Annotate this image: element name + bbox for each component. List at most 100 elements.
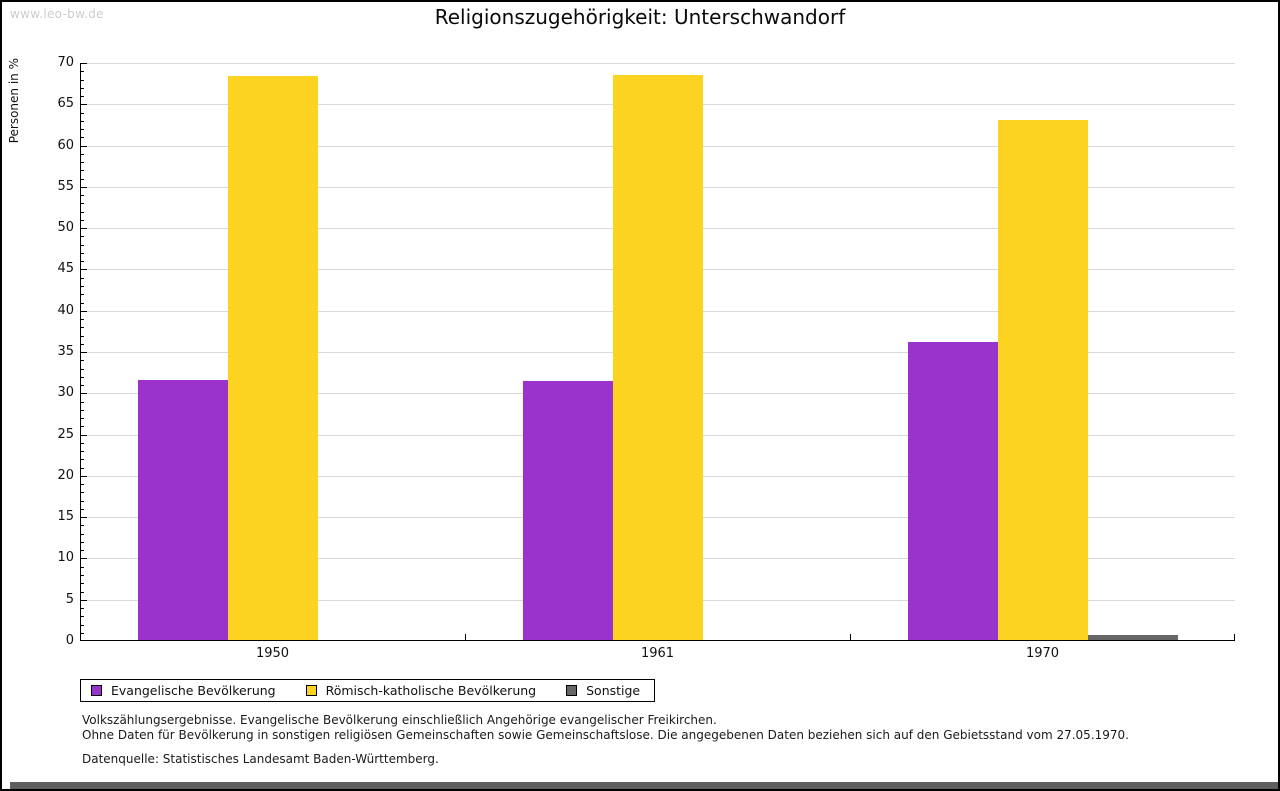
y-tick-35 bbox=[81, 352, 87, 353]
y-tick-50 bbox=[81, 228, 87, 230]
y-tick-32 bbox=[81, 376, 84, 378]
y-tick-13 bbox=[81, 533, 84, 535]
footnote-line-2: Ohne Daten für Bevölkerung in sonstigen … bbox=[82, 727, 1129, 742]
y-tick-55 bbox=[81, 186, 87, 188]
y-tick-70 bbox=[81, 63, 87, 64]
y-tick-16 bbox=[81, 508, 84, 510]
x-tick-1 bbox=[465, 634, 466, 641]
y-tick-26 bbox=[81, 426, 84, 428]
y-tick-label-30: 30 bbox=[57, 385, 74, 401]
y-tick-57 bbox=[81, 170, 84, 172]
chart-title: Religionszugehörigkeit: Unterschwandorf bbox=[434, 5, 846, 29]
y-tick-40 bbox=[81, 310, 87, 312]
y-tick-label-60: 60 bbox=[57, 137, 74, 153]
y-tick-59 bbox=[81, 153, 84, 155]
y-tick-label-45: 45 bbox=[57, 261, 74, 277]
y-axis-line bbox=[80, 63, 81, 641]
y-tick-48 bbox=[81, 244, 84, 246]
x-axis-label-1970: 1970 bbox=[1025, 646, 1060, 661]
bar-1950-0 bbox=[137, 380, 228, 641]
y-tick-25 bbox=[81, 434, 87, 436]
y-tick-12 bbox=[81, 541, 84, 543]
y-tick-65 bbox=[81, 104, 87, 106]
y-tick-44 bbox=[81, 277, 84, 279]
y-tick-34 bbox=[81, 360, 84, 362]
y-tick-21 bbox=[81, 467, 84, 469]
y-tick-label-20: 20 bbox=[57, 467, 74, 483]
y-tick-30 bbox=[81, 393, 87, 395]
y-tick-56 bbox=[81, 178, 84, 180]
y-tick-20 bbox=[81, 475, 87, 477]
frame-shadow bbox=[10, 782, 1278, 789]
y-tick-66 bbox=[81, 96, 84, 97]
y-tick-14 bbox=[81, 525, 84, 527]
y-tick-53 bbox=[81, 203, 84, 205]
bar-1961-1 bbox=[612, 75, 703, 641]
y-tick-6 bbox=[81, 591, 84, 593]
y-tick-60 bbox=[81, 145, 87, 147]
bar-1970-2 bbox=[1087, 635, 1178, 641]
y-tick-31 bbox=[81, 385, 84, 386]
x-axis-line bbox=[80, 640, 1235, 641]
legend-label-evangelisch: Evangelische Bevölkerung bbox=[111, 683, 276, 698]
y-tick-label-15: 15 bbox=[57, 509, 74, 525]
x-axis-label-1950: 1950 bbox=[255, 646, 290, 661]
y-tick-61 bbox=[81, 137, 84, 139]
y-tick-10 bbox=[81, 558, 87, 560]
y-tick-label-0: 0 bbox=[65, 633, 74, 648]
y-tick-4 bbox=[81, 608, 84, 609]
y-tick-54 bbox=[81, 195, 84, 197]
y-tick-27 bbox=[81, 418, 84, 420]
legend-swatch-sonstige bbox=[566, 685, 578, 696]
legend-swatch-katholisch bbox=[305, 685, 317, 696]
y-tick-label-65: 65 bbox=[57, 96, 74, 112]
bar-1950-1 bbox=[227, 76, 318, 641]
plot-area bbox=[80, 63, 1235, 641]
footnotes: Volkszählungsergebnisse. Evangelische Be… bbox=[82, 713, 1258, 742]
legend-label-sonstige: Sonstige bbox=[586, 683, 641, 698]
y-tick-24 bbox=[81, 442, 84, 444]
y-tick-18 bbox=[81, 492, 84, 494]
y-tick-68 bbox=[81, 79, 84, 81]
y-tick-52 bbox=[81, 211, 84, 213]
x-tick-2 bbox=[850, 634, 851, 641]
y-tick-29 bbox=[81, 401, 84, 403]
y-tick-46 bbox=[81, 261, 84, 263]
y-tick-7 bbox=[81, 583, 84, 585]
legend: Evangelische Bevölkerung Römisch-katholi… bbox=[80, 679, 656, 702]
y-tick-62 bbox=[81, 129, 84, 131]
x-tick-3 bbox=[1234, 634, 1235, 641]
y-tick-23 bbox=[81, 451, 84, 453]
y-tick-label-10: 10 bbox=[57, 550, 74, 566]
legend-item-evangelisch: Evangelische Bevölkerung bbox=[91, 683, 276, 698]
y-tick-36 bbox=[81, 343, 84, 345]
y-tick-51 bbox=[81, 219, 84, 221]
y-tick-41 bbox=[81, 302, 84, 304]
y-tick-64 bbox=[81, 112, 84, 114]
y-tick-67 bbox=[81, 87, 84, 89]
y-tick-label-50: 50 bbox=[57, 220, 74, 236]
data-source: Datenquelle: Statistisches Landesamt Bad… bbox=[82, 752, 439, 766]
y-tick-69 bbox=[81, 71, 84, 73]
y-tick-5 bbox=[81, 599, 87, 601]
y-tick-47 bbox=[81, 252, 84, 254]
y-tick-28 bbox=[81, 409, 84, 411]
y-tick-37 bbox=[81, 335, 84, 337]
watermark: www.leo-bw.de bbox=[10, 7, 104, 21]
footnote-line-1: Volkszählungsergebnisse. Evangelische Be… bbox=[82, 713, 717, 727]
legend-label-katholisch: Römisch-katholische Bevölkerung bbox=[325, 683, 537, 698]
y-tick-9 bbox=[81, 566, 84, 568]
y-tick-label-35: 35 bbox=[57, 344, 74, 359]
y-axis-title: Personen in % bbox=[7, 58, 21, 144]
y-tick-19 bbox=[81, 484, 84, 486]
y-tick-43 bbox=[81, 285, 84, 287]
x-axis-label-1961: 1961 bbox=[640, 646, 675, 661]
y-tick-38 bbox=[81, 327, 84, 329]
y-tick-42 bbox=[81, 294, 84, 296]
y-tick-label-25: 25 bbox=[57, 426, 74, 442]
y-tick-63 bbox=[81, 120, 84, 122]
y-tick-15 bbox=[81, 517, 87, 519]
y-tick-3 bbox=[81, 616, 84, 618]
y-tick-1 bbox=[81, 632, 84, 634]
